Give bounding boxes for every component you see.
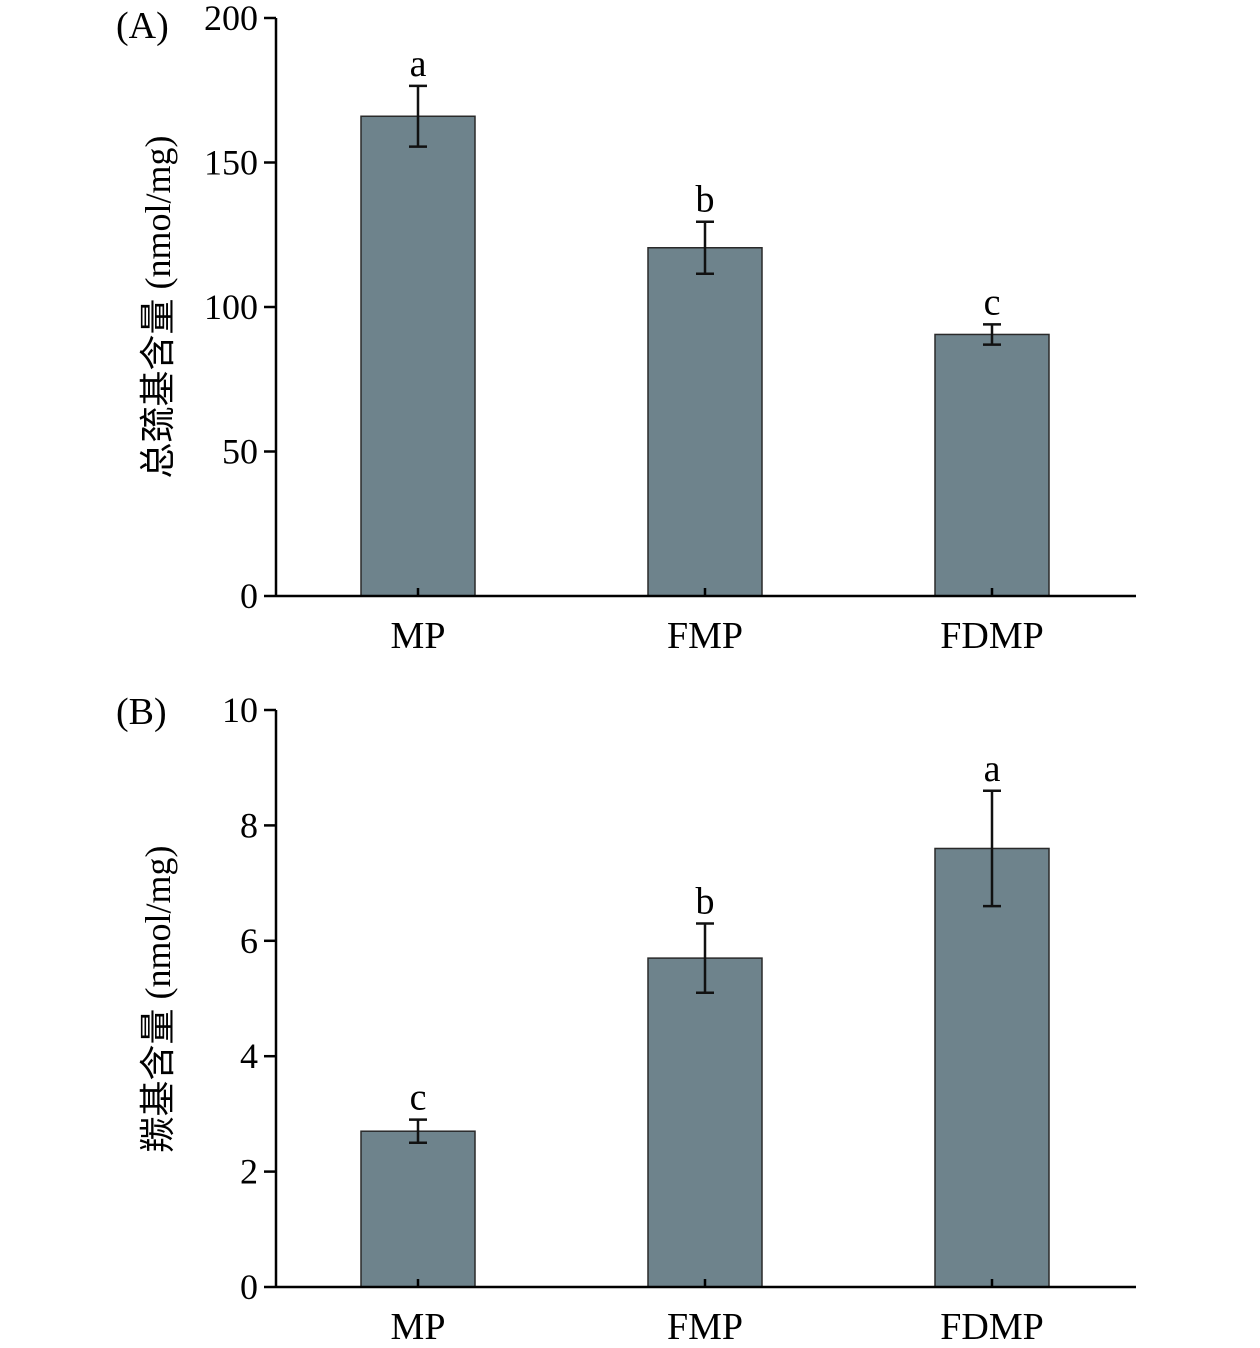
panel-b-significance-mp: c [410, 1077, 427, 1119]
panel-b-x-tick-label-mp: MP [391, 1306, 446, 1348]
panel-a-y-tick-label: 150 [204, 143, 258, 183]
panel-b-bar-fdmp [934, 847, 1050, 1288]
panel-b-y-tick-label: 4 [240, 1036, 258, 1076]
panel-a-y-axis-title: 总巯基含量 (nmol/mg) [138, 136, 178, 479]
panel-a-significance-fdmp: c [984, 281, 1001, 323]
panel-b-y-axis-title: 羰基含量 (nmol/mg) [138, 846, 178, 1153]
panel-b-y-tick-label: 10 [222, 690, 258, 730]
panel-b-bar-mp [360, 1130, 476, 1288]
panel-b-error-bar-mp [409, 1118, 427, 1144]
panel-a-y-tick-label: 200 [204, 0, 258, 38]
panel-a-bar-mp [360, 115, 476, 597]
panel-a-significance-mp: a [410, 43, 427, 85]
panel-a-error-bar-fmp [696, 220, 714, 276]
panel-b-label: (B) [116, 691, 167, 733]
panel-a-bar-fmp [647, 247, 763, 597]
panel-b-error-bar-fmp [696, 922, 714, 994]
panel-b-y-tick-label: 0 [240, 1267, 258, 1307]
panel-b-x-tick-label-fmp: FMP [667, 1306, 743, 1348]
panel-b-significance-fdmp: a [984, 748, 1001, 790]
panel-a-label: (A) [116, 5, 169, 47]
panel-b-error-bar-fdmp [983, 789, 1001, 908]
panel-b-y-tick-label: 8 [240, 805, 258, 845]
panel-a-x-tick-label-mp: MP [391, 615, 446, 657]
panel-b-y-tick-label: 2 [240, 1152, 258, 1192]
panel-a-x-tick-label-fdmp: FDMP [940, 615, 1044, 657]
panel-a-y-tick-label: 100 [204, 287, 258, 327]
panel-a-error-bar-mp [409, 84, 427, 148]
panel-b-significance-fmp: b [696, 880, 715, 922]
panel-b-bar-fmp [647, 957, 763, 1288]
panel-b-plot-area: c MP b FMP a FDMP 0 2 4 6 8 10 [222, 690, 1136, 1348]
panel-a-x-tick-label-fmp: FMP [667, 615, 743, 657]
panel-b-x-tick-label-fdmp: FDMP [940, 1306, 1044, 1348]
panel-a: (A) 总巯基含量 (nmol/mg) a MP b FMP c FDMP 0 50 100 15… [116, 0, 1136, 657]
panel-b: (B) 羰基含量 (nmol/mg) c MP b FMP a FDMP 0 2 4 6 8 10 [116, 690, 1136, 1348]
panel-a-y-tick-label: 0 [240, 576, 258, 616]
panel-a-y-tick-label: 50 [222, 432, 258, 472]
panel-a-significance-fmp: b [696, 179, 715, 221]
panel-a-plot-area: a MP b FMP c FDMP 0 50 100 150 200 [204, 0, 1136, 657]
panel-b-y-tick-label: 6 [240, 921, 258, 961]
panel-a-bar-fdmp [934, 333, 1050, 597]
panel-a-error-bar-fdmp [983, 323, 1001, 346]
